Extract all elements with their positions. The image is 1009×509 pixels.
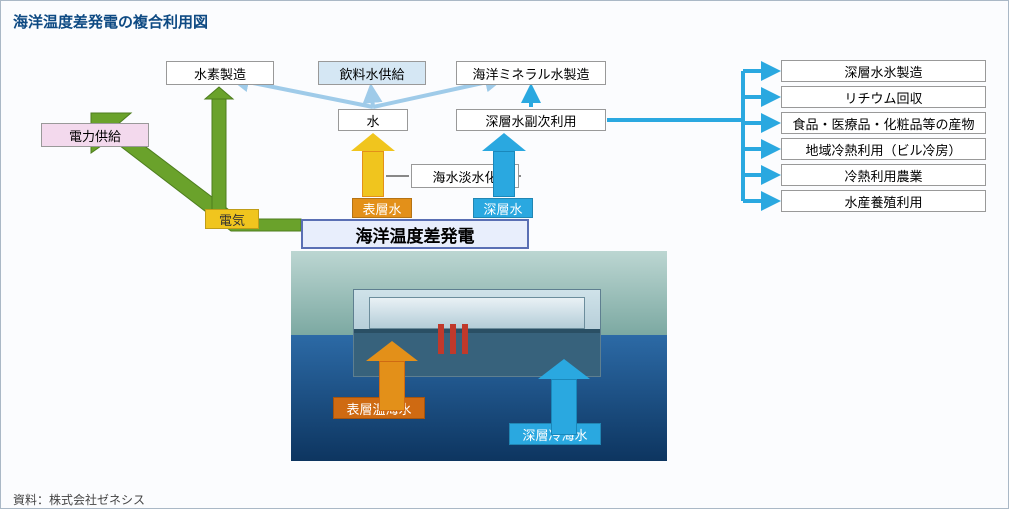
label-surface: 表層水	[352, 198, 412, 218]
deep-use-item: 冷熱利用農業	[781, 164, 986, 186]
label-electricity: 電気	[205, 209, 259, 229]
deep-use-item: 地域冷熱利用（ビル冷房）	[781, 138, 986, 160]
node-power: 電力供給	[41, 123, 149, 147]
image-credit: 資料：株式会社ゼネシス	[13, 491, 145, 508]
diagram-title: 海洋温度差発電の複合利用図	[13, 11, 208, 32]
deep-use-item: 食品・医療品・化粧品等の産物	[781, 112, 986, 134]
deep-use-item: 水産養殖利用	[781, 190, 986, 212]
diagram-frame: 海洋温度差発電の複合利用図 資料：株式会社ゼネシス 海洋温度差発電 電力供給 水素…	[0, 0, 1009, 509]
label-deep: 深層水	[473, 198, 533, 218]
node-water: 水	[338, 109, 408, 131]
deep-use-item: リチウム回収	[781, 86, 986, 108]
ocean-illustration	[291, 251, 667, 461]
node-drink: 飲料水供給	[318, 61, 426, 85]
central-otec-node: 海洋温度差発電	[301, 219, 529, 249]
node-deepsub: 深層水副次利用	[456, 109, 606, 131]
deep-use-item: 深層水氷製造	[781, 60, 986, 82]
node-hydrogen: 水素製造	[166, 61, 274, 85]
node-mineral: 海洋ミネラル水製造	[456, 61, 606, 85]
